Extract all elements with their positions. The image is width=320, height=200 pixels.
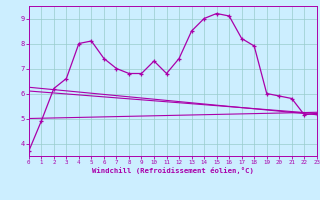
X-axis label: Windchill (Refroidissement éolien,°C): Windchill (Refroidissement éolien,°C) <box>92 167 254 174</box>
